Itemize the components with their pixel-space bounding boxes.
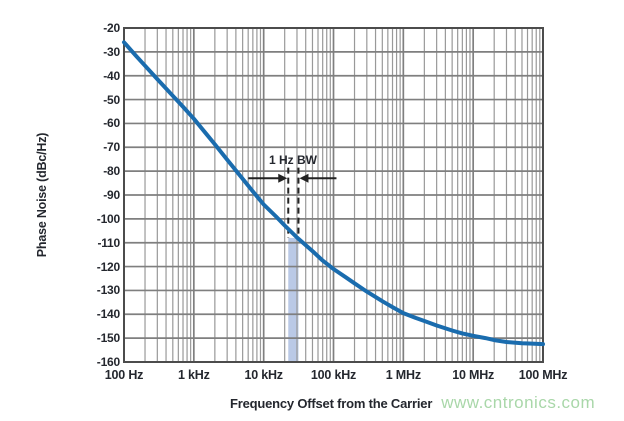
y-tick-label: -20 (103, 21, 120, 35)
x-tick-label: 100 MHz (518, 368, 568, 382)
x-tick-label: 100 Hz (104, 368, 144, 382)
x-tick-label: 100 kHz (310, 368, 357, 382)
y-tick-label: -100 (96, 211, 120, 226)
right-arrowhead-icon (299, 173, 309, 183)
y-tick-label: -140 (96, 307, 120, 322)
y-tick-label: -30 (103, 44, 120, 59)
phase-noise-curve (122, 40, 545, 347)
x-axis-title: Frequency Offset from the Carrier (230, 396, 433, 411)
plot-frame (123, 27, 544, 363)
left-arrowhead-icon (278, 173, 288, 183)
bandwidth-band (288, 237, 299, 361)
y-tick-label: -130 (96, 283, 120, 298)
y-tick-label: -60 (103, 116, 120, 131)
watermark-text: www.cntronics.com (441, 393, 596, 412)
y-tick-label: -40 (103, 68, 120, 83)
y-tick-label: -150 (96, 331, 120, 346)
x-axis-title-row: Frequency Offset from the Carrier www.cn… (230, 393, 595, 413)
bandwidth-annotation-label: 1 Hz BW (269, 153, 318, 167)
x-tick-label: 10 kHz (244, 368, 283, 382)
y-axis-title: Phase Noise (dBc/Hz) (35, 132, 49, 258)
y-tick-label: -160 (96, 355, 120, 369)
y-tick-label: -70 (103, 140, 120, 155)
y-tick-label: -90 (103, 188, 120, 202)
y-tick-label: -110 (97, 235, 120, 250)
x-tick-label: 1 MHz (385, 368, 421, 382)
chart-layers (122, 27, 545, 363)
y-tick-label: -50 (103, 92, 120, 107)
y-tick-label: -80 (103, 164, 120, 179)
y-tick-label: -120 (96, 259, 120, 274)
x-tick-label: 10 MHz (452, 368, 495, 382)
x-tick-label: 1 kHz (178, 368, 210, 382)
